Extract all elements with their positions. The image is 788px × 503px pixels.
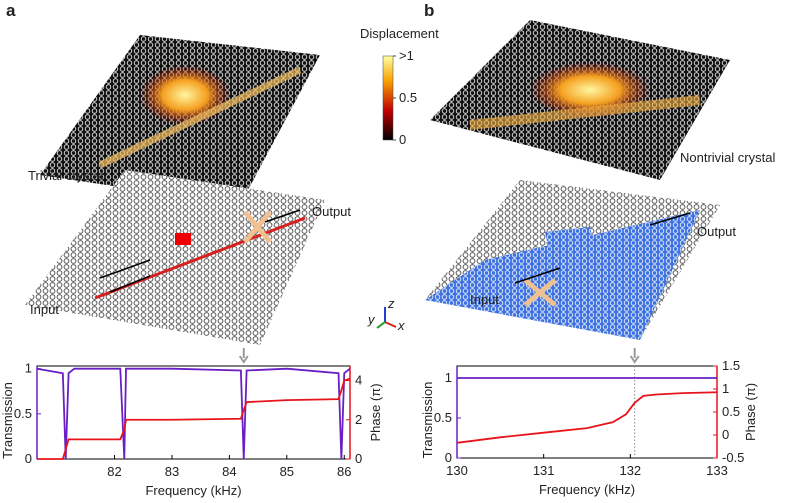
y2-tick-label: 4	[355, 373, 362, 388]
arrow	[514, 267, 561, 284]
x-tick-label: 130	[446, 463, 468, 478]
y2-tick-label: 0.5	[722, 404, 740, 419]
y-tick-label: 0.5	[14, 406, 32, 421]
y-tick-label: 0	[25, 451, 32, 466]
output-label: Output	[312, 204, 351, 219]
defect	[175, 233, 191, 245]
colorbar-tick-label: 0	[399, 132, 406, 147]
x-axis-label: Frequency (kHz)	[539, 482, 635, 497]
input-label: Input	[470, 292, 499, 307]
y-tick-label: 0.5	[434, 410, 452, 425]
colorbar-tick-label: >1	[399, 48, 414, 63]
arrow	[649, 212, 691, 226]
axis-z-label: z	[387, 296, 395, 311]
y-tick-label: 1	[25, 361, 32, 376]
colorbar	[382, 55, 394, 141]
colorbar-title: Displacement	[360, 26, 439, 41]
marker-arrow	[629, 348, 640, 364]
arrow	[99, 259, 151, 279]
data-line	[456, 391, 718, 444]
axis-y-label: y	[367, 312, 376, 327]
axis-x	[384, 321, 397, 328]
x-tick-label: 86	[337, 464, 351, 479]
data-line	[36, 367, 351, 460]
panel-label: a	[6, 1, 16, 20]
y-tick-label: 0	[445, 450, 452, 465]
x-tick-label: 133	[706, 463, 728, 478]
x-tick-label: 85	[280, 464, 294, 479]
axis-y	[376, 321, 386, 329]
heat-spot	[140, 65, 230, 125]
x-tick-label: 132	[619, 463, 641, 478]
y-tick-label: 1	[445, 370, 452, 385]
marker-arrow	[238, 348, 249, 364]
y-axis-label: Transmission	[420, 382, 435, 459]
y2-tick-label: 1	[722, 381, 729, 396]
arrow	[264, 209, 301, 223]
panel-label: b	[424, 1, 434, 20]
input-label: Input	[30, 302, 59, 317]
heat-path	[469, 95, 701, 130]
output-label: Output	[697, 224, 736, 239]
lattice-blue	[425, 210, 700, 340]
y-axis-label: Transmission	[0, 382, 15, 459]
y2-tick-label: 1.5	[722, 358, 740, 373]
cross	[523, 278, 557, 307]
plot-frame	[36, 365, 351, 460]
y2-tick-label: 0	[355, 451, 362, 466]
colorbar-tick-label: 0.5	[399, 90, 417, 105]
x-tick-label: 84	[222, 464, 236, 479]
plot-frame	[456, 365, 718, 459]
y2-axis-label: Phase (π)	[743, 383, 758, 441]
caption: Nontrivial crystal	[680, 150, 775, 165]
cross	[243, 210, 272, 244]
lattice-blue	[545, 227, 595, 255]
y2-tick-label: 0	[722, 427, 729, 442]
axis-x-label: x	[397, 318, 405, 333]
x-axis-label: Frequency (kHz)	[145, 483, 241, 498]
x-tick-label: 131	[533, 463, 555, 478]
y2-tick-label: -0.5	[722, 450, 744, 465]
lattice-bottom-a	[25, 170, 325, 345]
heat-path	[98, 66, 302, 169]
x-tick-label: 82	[107, 464, 121, 479]
data-line	[37, 377, 351, 460]
arrow	[109, 275, 151, 293]
y2-tick-label: 2	[355, 412, 362, 427]
x-tick-label: 83	[165, 464, 179, 479]
caption: Trivial crystal	[28, 168, 103, 183]
y2-axis-label: Phase (π)	[368, 383, 383, 441]
